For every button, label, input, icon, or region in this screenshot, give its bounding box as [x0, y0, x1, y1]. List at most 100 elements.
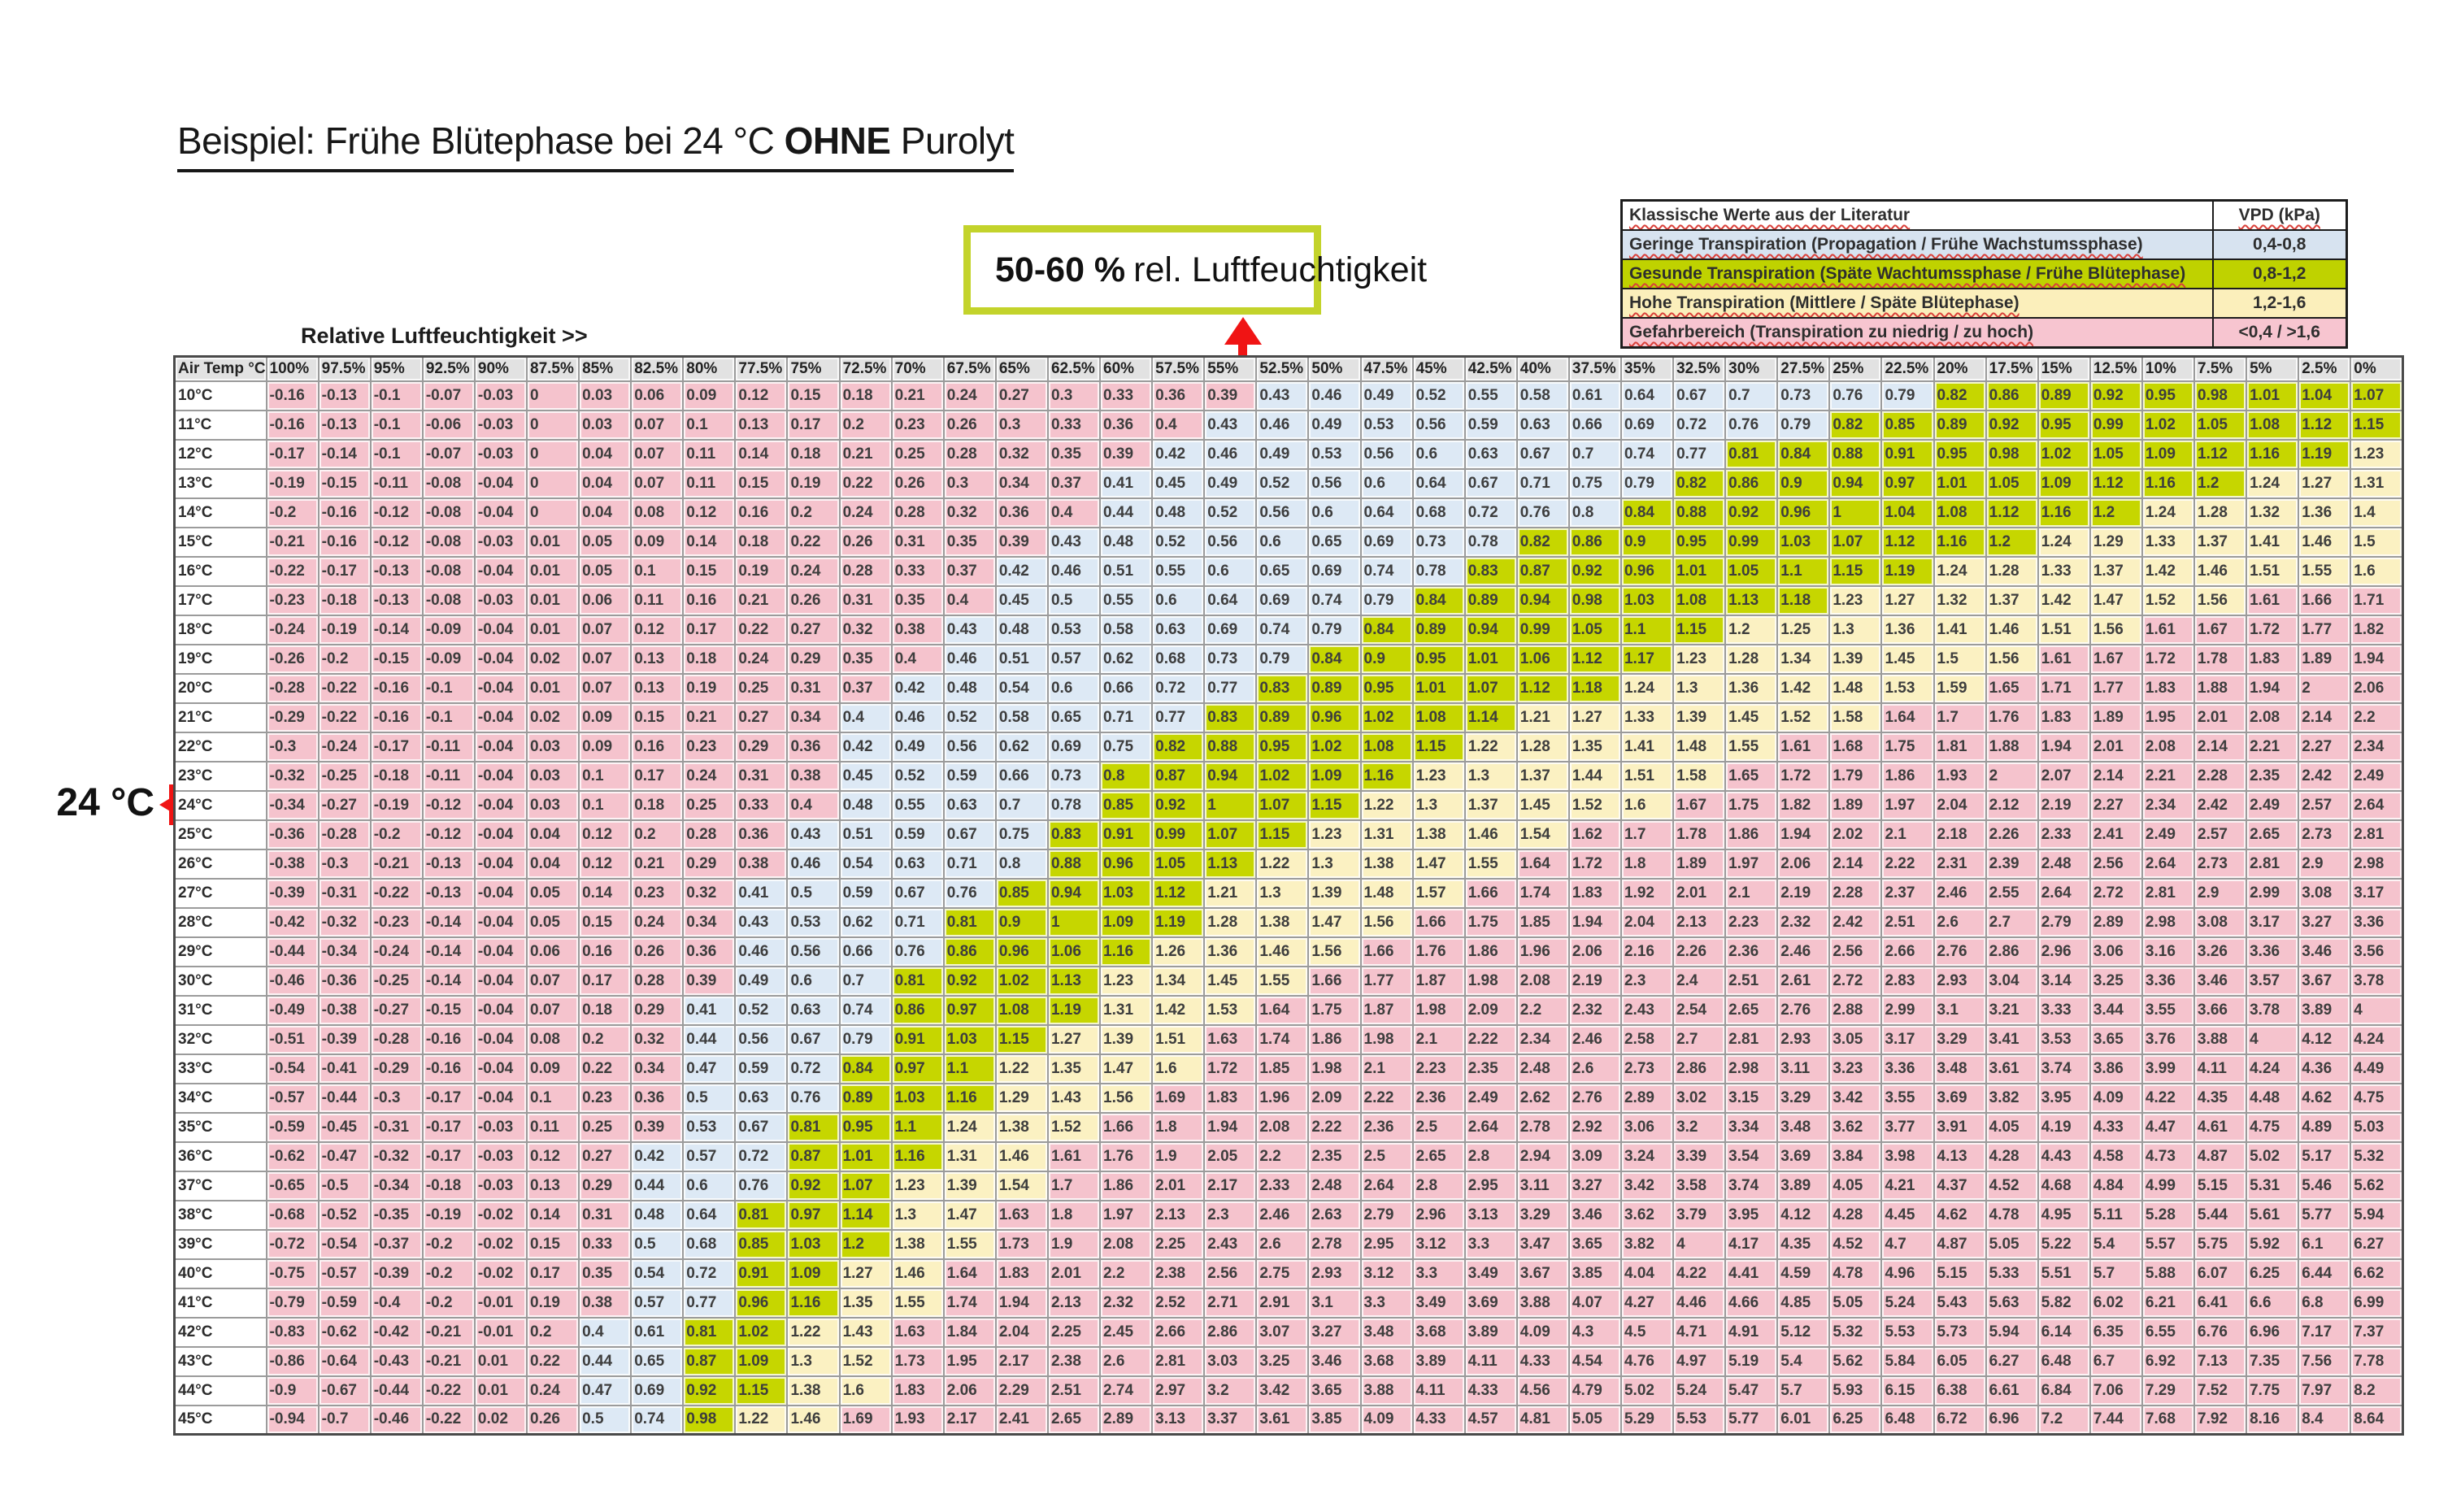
humidity-column-header: 82.5% [630, 355, 685, 382]
vpd-cell: -0.31 [369, 1111, 424, 1143]
vpd-cell: 0.12 [630, 614, 685, 645]
vpd-cell: 0.95 [838, 1111, 893, 1143]
vpd-cell: -0.04 [473, 731, 528, 763]
vpd-cell: 0.27 [994, 380, 1049, 411]
vpd-cell: 2.98 [1724, 1053, 1779, 1084]
legend-row-value: 1,2-1,6 [2211, 288, 2348, 319]
vpd-cell: -0.04 [473, 994, 528, 1026]
vpd-cell: 0.34 [786, 702, 841, 733]
vpd-cell: 3.65 [1567, 1228, 1622, 1260]
vpd-cell: 0.89 [1463, 584, 1518, 616]
vpd-cell: 1.24 [942, 1111, 997, 1143]
vpd-cell: -0.44 [369, 1375, 424, 1406]
vpd-cell: 6.72 [1933, 1404, 1987, 1436]
vpd-cell: 4.49 [2350, 1053, 2404, 1084]
vpd-cell: 0 [526, 380, 580, 411]
vpd-cell: 0.92 [1567, 555, 1622, 587]
vpd-cell: 1.66 [2298, 584, 2352, 616]
vpd-cell: 1.53 [1203, 994, 1258, 1026]
temperature-row-header: 26°C [173, 848, 267, 880]
vpd-cell: 0.92 [1151, 789, 1206, 821]
vpd-cell: 1.94 [1567, 906, 1622, 938]
vpd-cell: 3.16 [2141, 936, 2196, 967]
vpd-cell: 0.56 [1411, 409, 1466, 441]
table-row: 31°C -0.49 -0.38 -0.27 -0.15 -0.04 0.07 0.18 0.2… [173, 994, 2404, 1026]
vpd-cell: 4.99 [2141, 1170, 2196, 1201]
vpd-cell: 1.12 [1151, 877, 1206, 909]
vpd-cell: 0.87 [786, 1141, 841, 1172]
vpd-cell: 3.69 [1463, 1287, 1518, 1319]
vpd-cell: 3.67 [2298, 965, 2352, 997]
vpd-cell: 6.38 [1933, 1375, 1987, 1406]
vpd-cell: 0.67 [1515, 438, 1570, 470]
vpd-cell: 0.2 [838, 409, 893, 441]
vpd-cell: 1.34 [1151, 965, 1206, 997]
vpd-cell: 0.68 [682, 1228, 737, 1260]
vpd-cell: 0.18 [838, 380, 893, 411]
vpd-cell: 0.64 [1411, 467, 1466, 499]
vpd-cell: 6.48 [2037, 1345, 2091, 1377]
vpd-cell: 0.9 [1359, 643, 1414, 675]
vpd-cell: 0.52 [1151, 526, 1206, 558]
vpd-cell: 0.55 [1463, 380, 1518, 411]
vpd-cell: 1.6 [1151, 1053, 1206, 1084]
vpd-cell: 0.05 [526, 906, 580, 938]
vpd-cell: -0.9 [265, 1375, 320, 1406]
vpd-cell: -0.3 [317, 848, 372, 880]
vpd-cell: 5.88 [2141, 1258, 2196, 1289]
vpd-cell: 1.27 [1880, 584, 1935, 616]
vpd-cell: 1.35 [1046, 1053, 1102, 1084]
vpd-cell: 1.02 [1255, 760, 1310, 792]
vpd-cell: 1.37 [1985, 584, 2039, 616]
vpd-cell: 0.15 [734, 467, 789, 499]
vpd-cell: 1.89 [1672, 848, 1727, 880]
vpd-cell: 0.81 [786, 1111, 841, 1143]
vpd-cell: 2.73 [2193, 848, 2248, 880]
vpd-cell: 3.65 [1307, 1375, 1362, 1406]
vpd-cell: -0.12 [421, 789, 476, 821]
vpd-cell: 0.23 [890, 409, 945, 441]
vpd-cell: -0.03 [473, 1170, 528, 1201]
vpd-cell: 2.14 [2193, 731, 2248, 763]
vpd-cell: -0.22 [421, 1404, 476, 1436]
vpd-cell: 2.18 [1933, 819, 1987, 850]
vpd-cell: 2.66 [1880, 936, 1935, 967]
vpd-cell: 1.56 [1359, 906, 1414, 938]
vpd-cell: -0.08 [421, 584, 476, 616]
temperature-row-header: 22°C [173, 731, 267, 763]
vpd-cell: 1.52 [2141, 584, 2196, 616]
vpd-cell: 1.73 [994, 1228, 1049, 1260]
vpd-cell: 0.86 [1985, 380, 2039, 411]
vpd-cell: 0.74 [1307, 584, 1362, 616]
vpd-cell: 2.26 [1672, 936, 1727, 967]
vpd-cell: 1.13 [1203, 848, 1258, 880]
vpd-cell: 0.48 [1099, 526, 1154, 558]
vpd-cell: 4.5 [1619, 1316, 1675, 1348]
vpd-cell: 4.28 [1985, 1141, 2039, 1172]
vpd-cell: 0.56 [1203, 526, 1258, 558]
vpd-cell: 3.48 [1933, 1053, 1987, 1084]
vpd-cell: 0.83 [1255, 672, 1310, 704]
vpd-cell: -0.04 [473, 906, 528, 938]
vpd-cell: 0.31 [838, 584, 893, 616]
vpd-cell: 4.35 [1776, 1228, 1831, 1260]
vpd-cell: 0.86 [942, 936, 997, 967]
vpd-cell: 0.94 [1515, 584, 1570, 616]
vpd-cell: 0.94 [1463, 614, 1518, 645]
vpd-cell: 4 [1672, 1228, 1727, 1260]
vpd-cell: 3.74 [2037, 1053, 2091, 1084]
vpd-cell: 4.46 [1672, 1287, 1727, 1319]
relative-humidity-axis-label: Relative Luftfeuchtigkeit >> [301, 324, 588, 348]
vpd-cell: 1.13 [1046, 965, 1102, 997]
vpd-cell: 1.04 [2298, 380, 2352, 411]
vpd-cell: 2.9 [2193, 877, 2248, 909]
vpd-cell: 2.35 [1463, 1053, 1518, 1084]
vpd-cell: 0.17 [526, 1258, 580, 1289]
vpd-cell: 1.76 [1099, 1141, 1154, 1172]
vpd-cell: 2.1 [1411, 1023, 1466, 1055]
vpd-cell: 0.51 [994, 643, 1049, 675]
vpd-cell: 0.62 [1099, 643, 1154, 675]
vpd-cell: 1.3 [1411, 789, 1466, 821]
table-row: 26°C -0.38 -0.3 -0.21 -0.13 -0.04 0.04 0.12 0.21… [173, 848, 2404, 880]
